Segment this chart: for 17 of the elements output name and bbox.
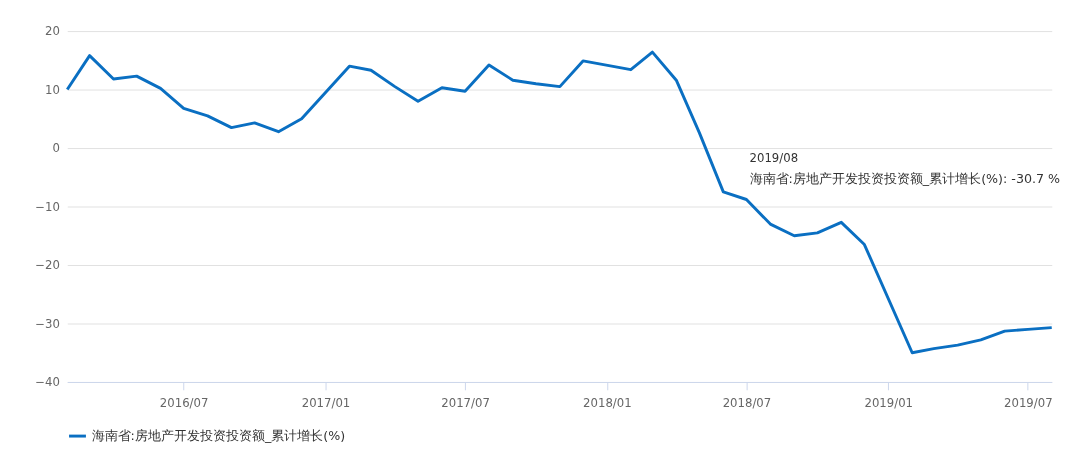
x-tick-label: 2016/07 xyxy=(159,395,209,410)
annotation: 海南省:房地产开发投资投资额_累计增长(%): -30.7 % xyxy=(749,171,1061,187)
y-tick-label: −30 xyxy=(35,316,60,331)
x-tick-label: 2019/07 xyxy=(1004,395,1053,410)
y-tick-label: −40 xyxy=(35,375,60,390)
x-tick-label: 2017/07 xyxy=(441,395,490,410)
y-tick-label: 0 xyxy=(52,141,60,156)
y-tick-label: 10 xyxy=(45,82,60,97)
x-tick-label: 2017/01 xyxy=(301,395,351,410)
y-tick-label: 20 xyxy=(45,24,60,39)
x-tick-label: 2019/01 xyxy=(864,395,914,410)
legend-label: 海南省:房地产开发投资投资额_累计增长(%) xyxy=(91,427,346,443)
annotation: 2019/08 xyxy=(749,150,799,165)
y-tick-label: −20 xyxy=(35,258,60,273)
x-tick-label: 2018/07 xyxy=(722,395,772,410)
x-tick-label: 2018/01 xyxy=(583,395,632,410)
y-tick-label: −10 xyxy=(35,199,60,214)
